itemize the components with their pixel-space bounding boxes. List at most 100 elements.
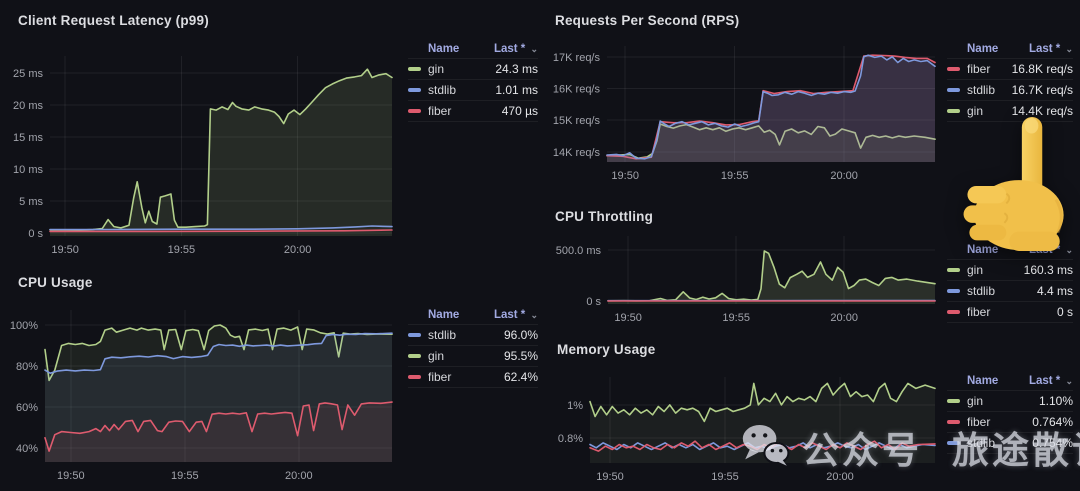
x-axis-label: 19:50 xyxy=(596,471,624,483)
legend-throttle: Name Last * ⌄ gin 160.3 ms stdlib 4.4 ms… xyxy=(947,241,1073,323)
timeseries-chart-rps[interactable]: 19:50 19:55 20:00 17K req/s 16K req/s 15K req… xyxy=(545,0,1080,200)
legend-header-last[interactable]: Last * ⌄ xyxy=(1028,375,1073,387)
series-color-swatch xyxy=(408,88,421,92)
series-name[interactable]: fiber xyxy=(967,62,991,76)
legend-row-fiber[interactable]: fiber 62.4% xyxy=(408,366,538,388)
legend-header: Name Last * ⌄ xyxy=(408,40,538,58)
legend-row-stdlib[interactable]: stdlib 16.7K req/s xyxy=(947,79,1073,100)
series-last-value: 95.5% xyxy=(503,349,538,363)
timeseries-chart-mem[interactable]: 19:50 19:55 20:00 1% 0.8% xyxy=(545,335,1080,491)
legend-header-name[interactable]: Name xyxy=(967,43,999,55)
wechat-icon xyxy=(742,423,790,472)
series-last-value: 16.7K req/s xyxy=(1011,83,1073,97)
series-fill-fiber xyxy=(607,55,935,163)
legend-header-name[interactable]: Name xyxy=(428,43,460,55)
legend-row-fiber[interactable]: fiber 16.8K req/s xyxy=(947,58,1073,79)
x-axis-label: 20:00 xyxy=(830,170,858,182)
x-axis-label: 19:55 xyxy=(711,471,739,483)
series-color-swatch xyxy=(947,109,960,113)
legend-row-stdlib[interactable]: stdlib 1.01 ms xyxy=(408,79,538,100)
series-name[interactable]: stdlib xyxy=(967,436,996,450)
y-axis-label: 0 s xyxy=(28,228,43,240)
legend-row-gin[interactable]: gin 95.5% xyxy=(408,345,538,366)
y-axis-label: 17K req/s xyxy=(553,52,601,64)
series-fill-fiber xyxy=(45,402,392,462)
legend-header-last[interactable]: Last * ⌄ xyxy=(1028,43,1073,55)
legend-row-stdlib[interactable]: stdlib 4.4 ms xyxy=(947,280,1073,301)
series-name[interactable]: gin xyxy=(428,349,445,363)
panel-client-request-latency: Client Request Latency (p99) 19:50 19:55 2… xyxy=(0,0,545,262)
series-name[interactable]: stdlib xyxy=(967,83,996,97)
watermark: 公众号 旅途散记 xyxy=(742,420,1080,474)
legend-row-gin[interactable]: gin 14.4K req/s xyxy=(947,100,1073,122)
series-name[interactable]: stdlib xyxy=(428,83,457,97)
panel-cpu-usage: CPU Usage 19:50 19:55 20:00 100% 80% 60% 40% N… xyxy=(0,262,545,491)
series-name[interactable]: stdlib xyxy=(967,284,996,298)
legend-row-fiber[interactable]: fiber 470 µs xyxy=(408,100,538,122)
y-axis-label: 0.8% xyxy=(558,433,583,445)
series-name[interactable]: fiber xyxy=(428,104,452,118)
series-color-swatch xyxy=(947,88,960,92)
series-line-gin xyxy=(44,324,393,382)
series-last-value: 24.3 ms xyxy=(495,62,538,76)
sort-caret-icon: ⌄ xyxy=(1065,376,1073,386)
series-fill-gin xyxy=(50,69,392,236)
legend-row-stdlib[interactable]: stdlib 0.754% xyxy=(947,432,1073,454)
series-color-swatch xyxy=(947,67,960,71)
x-axis-label: 20:00 xyxy=(284,244,312,256)
y-axis-label: 20 ms xyxy=(13,100,43,112)
legend-row-gin[interactable]: gin 1.10% xyxy=(947,390,1073,411)
legend-header-last[interactable]: Last * ⌄ xyxy=(493,43,538,55)
legend-header: Name Last * ⌄ xyxy=(947,40,1073,58)
x-axis-label: 19:50 xyxy=(51,244,79,256)
x-axis-label: 19:55 xyxy=(721,170,749,182)
series-last-value: 0 s xyxy=(1056,305,1073,319)
panel-title: Client Request Latency (p99) xyxy=(18,13,209,28)
y-axis-label: 40% xyxy=(16,443,38,455)
series-name[interactable]: gin xyxy=(967,394,984,408)
series-last-value: 62.4% xyxy=(503,370,538,384)
legend-row-gin[interactable]: gin 160.3 ms xyxy=(947,259,1073,280)
series-last-value: 1.10% xyxy=(1038,394,1073,408)
y-axis-label: 10 ms xyxy=(13,164,43,176)
series-name[interactable]: fiber xyxy=(967,415,991,429)
y-axis-label: 0 s xyxy=(586,296,601,308)
series-last-value: 4.4 ms xyxy=(1036,284,1073,298)
series-name[interactable]: fiber xyxy=(967,305,991,319)
legend-row-gin[interactable]: gin 24.3 ms xyxy=(408,58,538,79)
legend-row-fiber[interactable]: fiber 0 s xyxy=(947,301,1073,323)
x-axis-label: 20:00 xyxy=(826,471,854,483)
series-fill-gin xyxy=(45,325,392,462)
series-color-swatch xyxy=(947,420,960,424)
x-axis-label: 19:55 xyxy=(171,470,199,482)
series-name[interactable]: gin xyxy=(967,104,984,118)
index-pointing-up-emoji xyxy=(962,116,1072,252)
legend-header-name[interactable]: Name xyxy=(967,244,999,256)
series-fill-stdlib xyxy=(607,55,935,163)
series-name[interactable]: gin xyxy=(967,263,984,277)
legend-header-name[interactable]: Name xyxy=(967,375,999,387)
series-line-stdlib xyxy=(44,332,393,374)
series-name[interactable]: gin xyxy=(428,62,445,76)
x-axis-label: 19:55 xyxy=(168,244,196,256)
timeseries-chart-latency[interactable]: 19:50 19:55 20:00 25 ms 20 ms 15 ms 10 ms 5 ms 0… xyxy=(0,0,545,262)
series-line-gin xyxy=(49,68,393,231)
legend-header-last[interactable]: Last * ⌄ xyxy=(493,309,538,321)
series-color-swatch xyxy=(947,289,960,293)
legend-row-fiber[interactable]: fiber 0.764% xyxy=(947,411,1073,432)
legend-header-name[interactable]: Name xyxy=(428,309,460,321)
series-name[interactable]: fiber xyxy=(428,370,452,384)
series-last-value: 16.8K req/s xyxy=(1011,62,1073,76)
series-name[interactable]: stdlib xyxy=(428,328,457,342)
series-line-gin xyxy=(589,382,936,423)
y-axis-label: 100% xyxy=(10,320,38,332)
timeseries-chart-cpu[interactable]: 19:50 19:55 20:00 100% 80% 60% 40% xyxy=(0,262,545,491)
legend-row-stdlib[interactable]: stdlib 96.0% xyxy=(408,324,538,345)
y-axis-label: 60% xyxy=(16,402,38,414)
timeseries-chart-throttle[interactable]: 19:50 19:55 20:00 500.0 ms 0 s xyxy=(545,200,1080,335)
series-color-swatch xyxy=(408,354,421,358)
series-last-value: 1.01 ms xyxy=(495,83,538,97)
y-axis-label: 15 ms xyxy=(13,132,43,144)
series-color-swatch xyxy=(947,399,960,403)
